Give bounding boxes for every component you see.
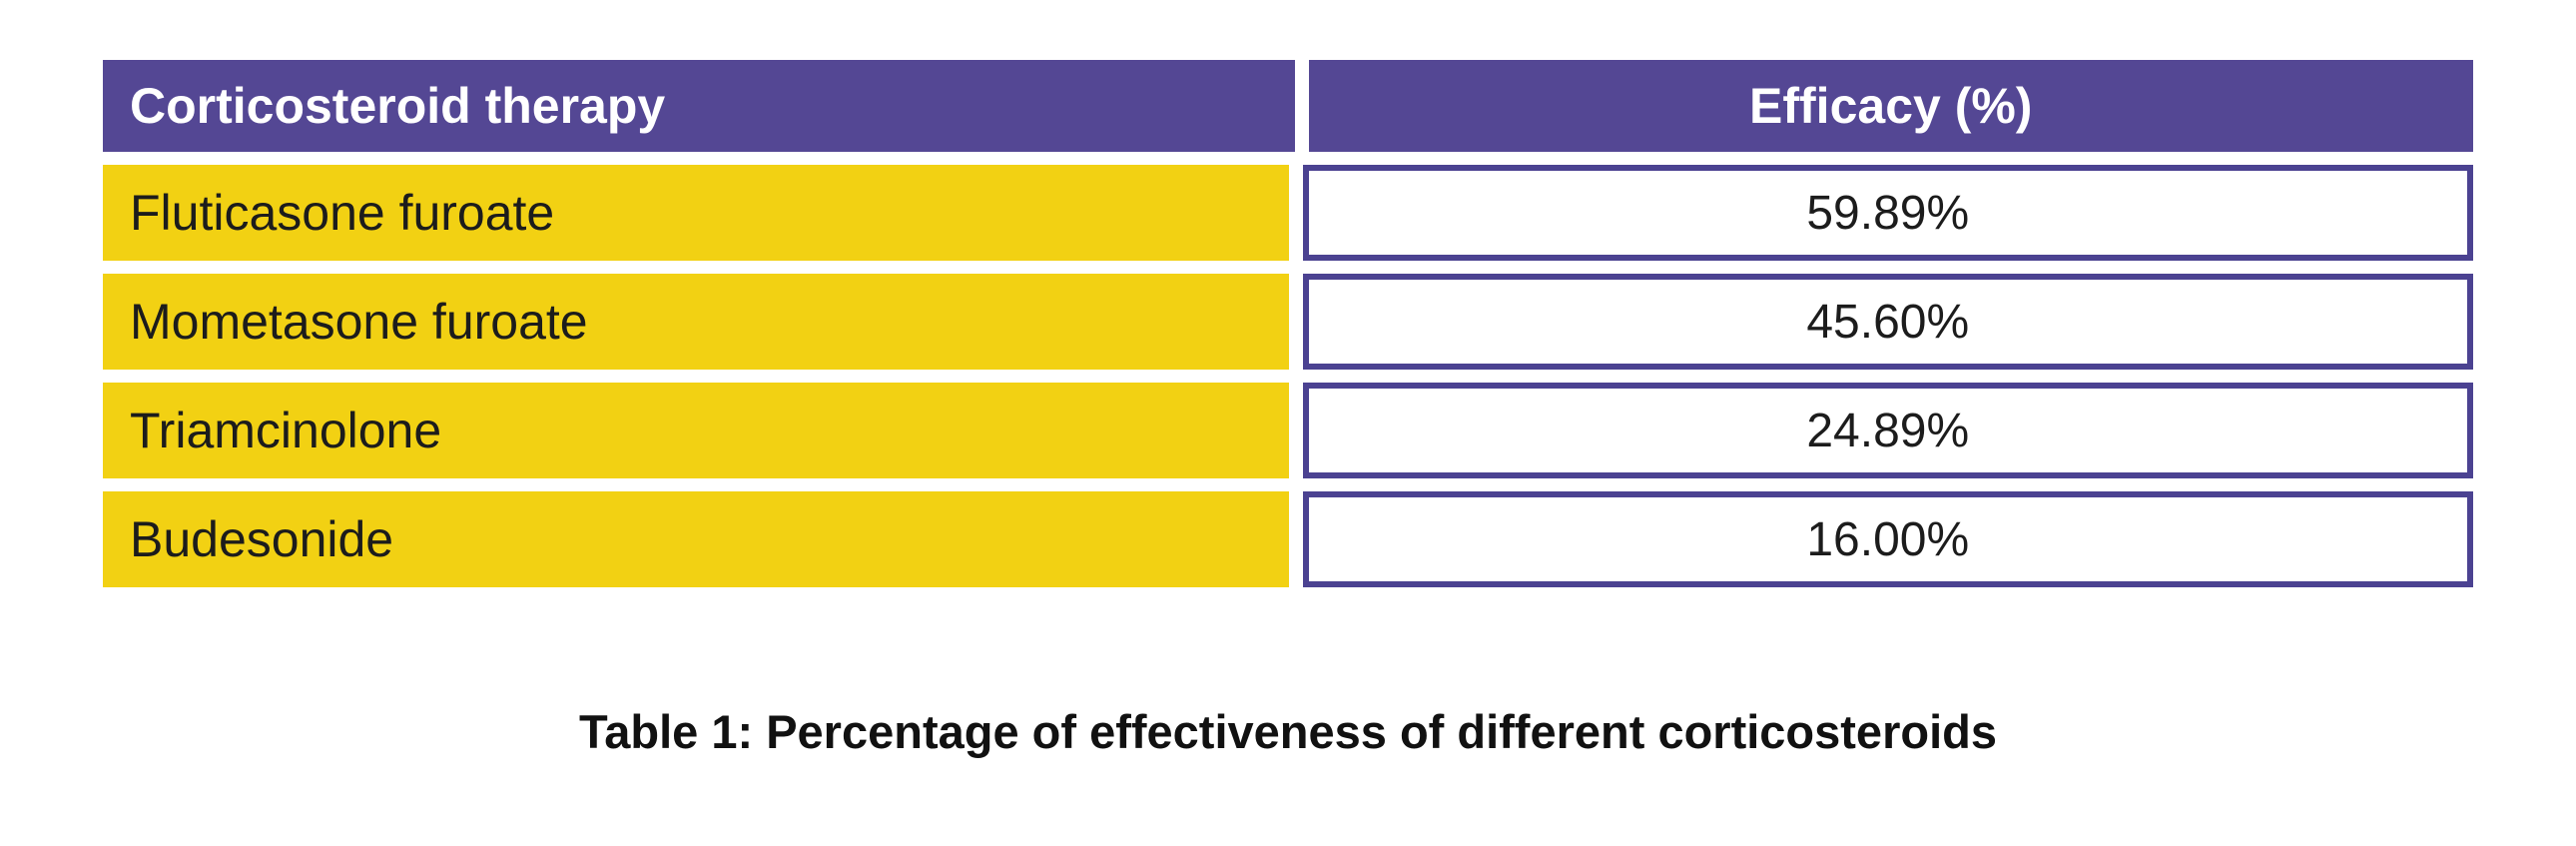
therapy-cell: Budesonide: [103, 491, 1289, 587]
therapy-cell: Triamcinolone: [103, 383, 1289, 478]
table-header-row: Corticosteroid therapy Efficacy (%): [103, 60, 2473, 152]
efficacy-cell: 16.00%: [1302, 491, 2473, 587]
efficacy-cell: 24.89%: [1302, 383, 2473, 478]
therapy-cell: Mometasone furoate: [103, 274, 1289, 370]
therapy-cell: Fluticasone furoate: [103, 165, 1289, 261]
table-row: Mometasone furoate 45.60%: [103, 274, 2473, 370]
table-row: Fluticasone furoate 59.89%: [103, 165, 2473, 261]
column-header-therapy: Corticosteroid therapy: [103, 60, 1295, 152]
corticosteroid-efficacy-table: Corticosteroid therapy Efficacy (%) Flut…: [103, 60, 2473, 600]
efficacy-cell: 59.89%: [1302, 165, 2473, 261]
table-row: Triamcinolone 24.89%: [103, 383, 2473, 478]
efficacy-cell: 45.60%: [1302, 274, 2473, 370]
table-caption: Table 1: Percentage of effectiveness of …: [579, 705, 1997, 758]
column-header-efficacy: Efficacy (%): [1308, 60, 2473, 152]
table-row: Budesonide 16.00%: [103, 491, 2473, 587]
